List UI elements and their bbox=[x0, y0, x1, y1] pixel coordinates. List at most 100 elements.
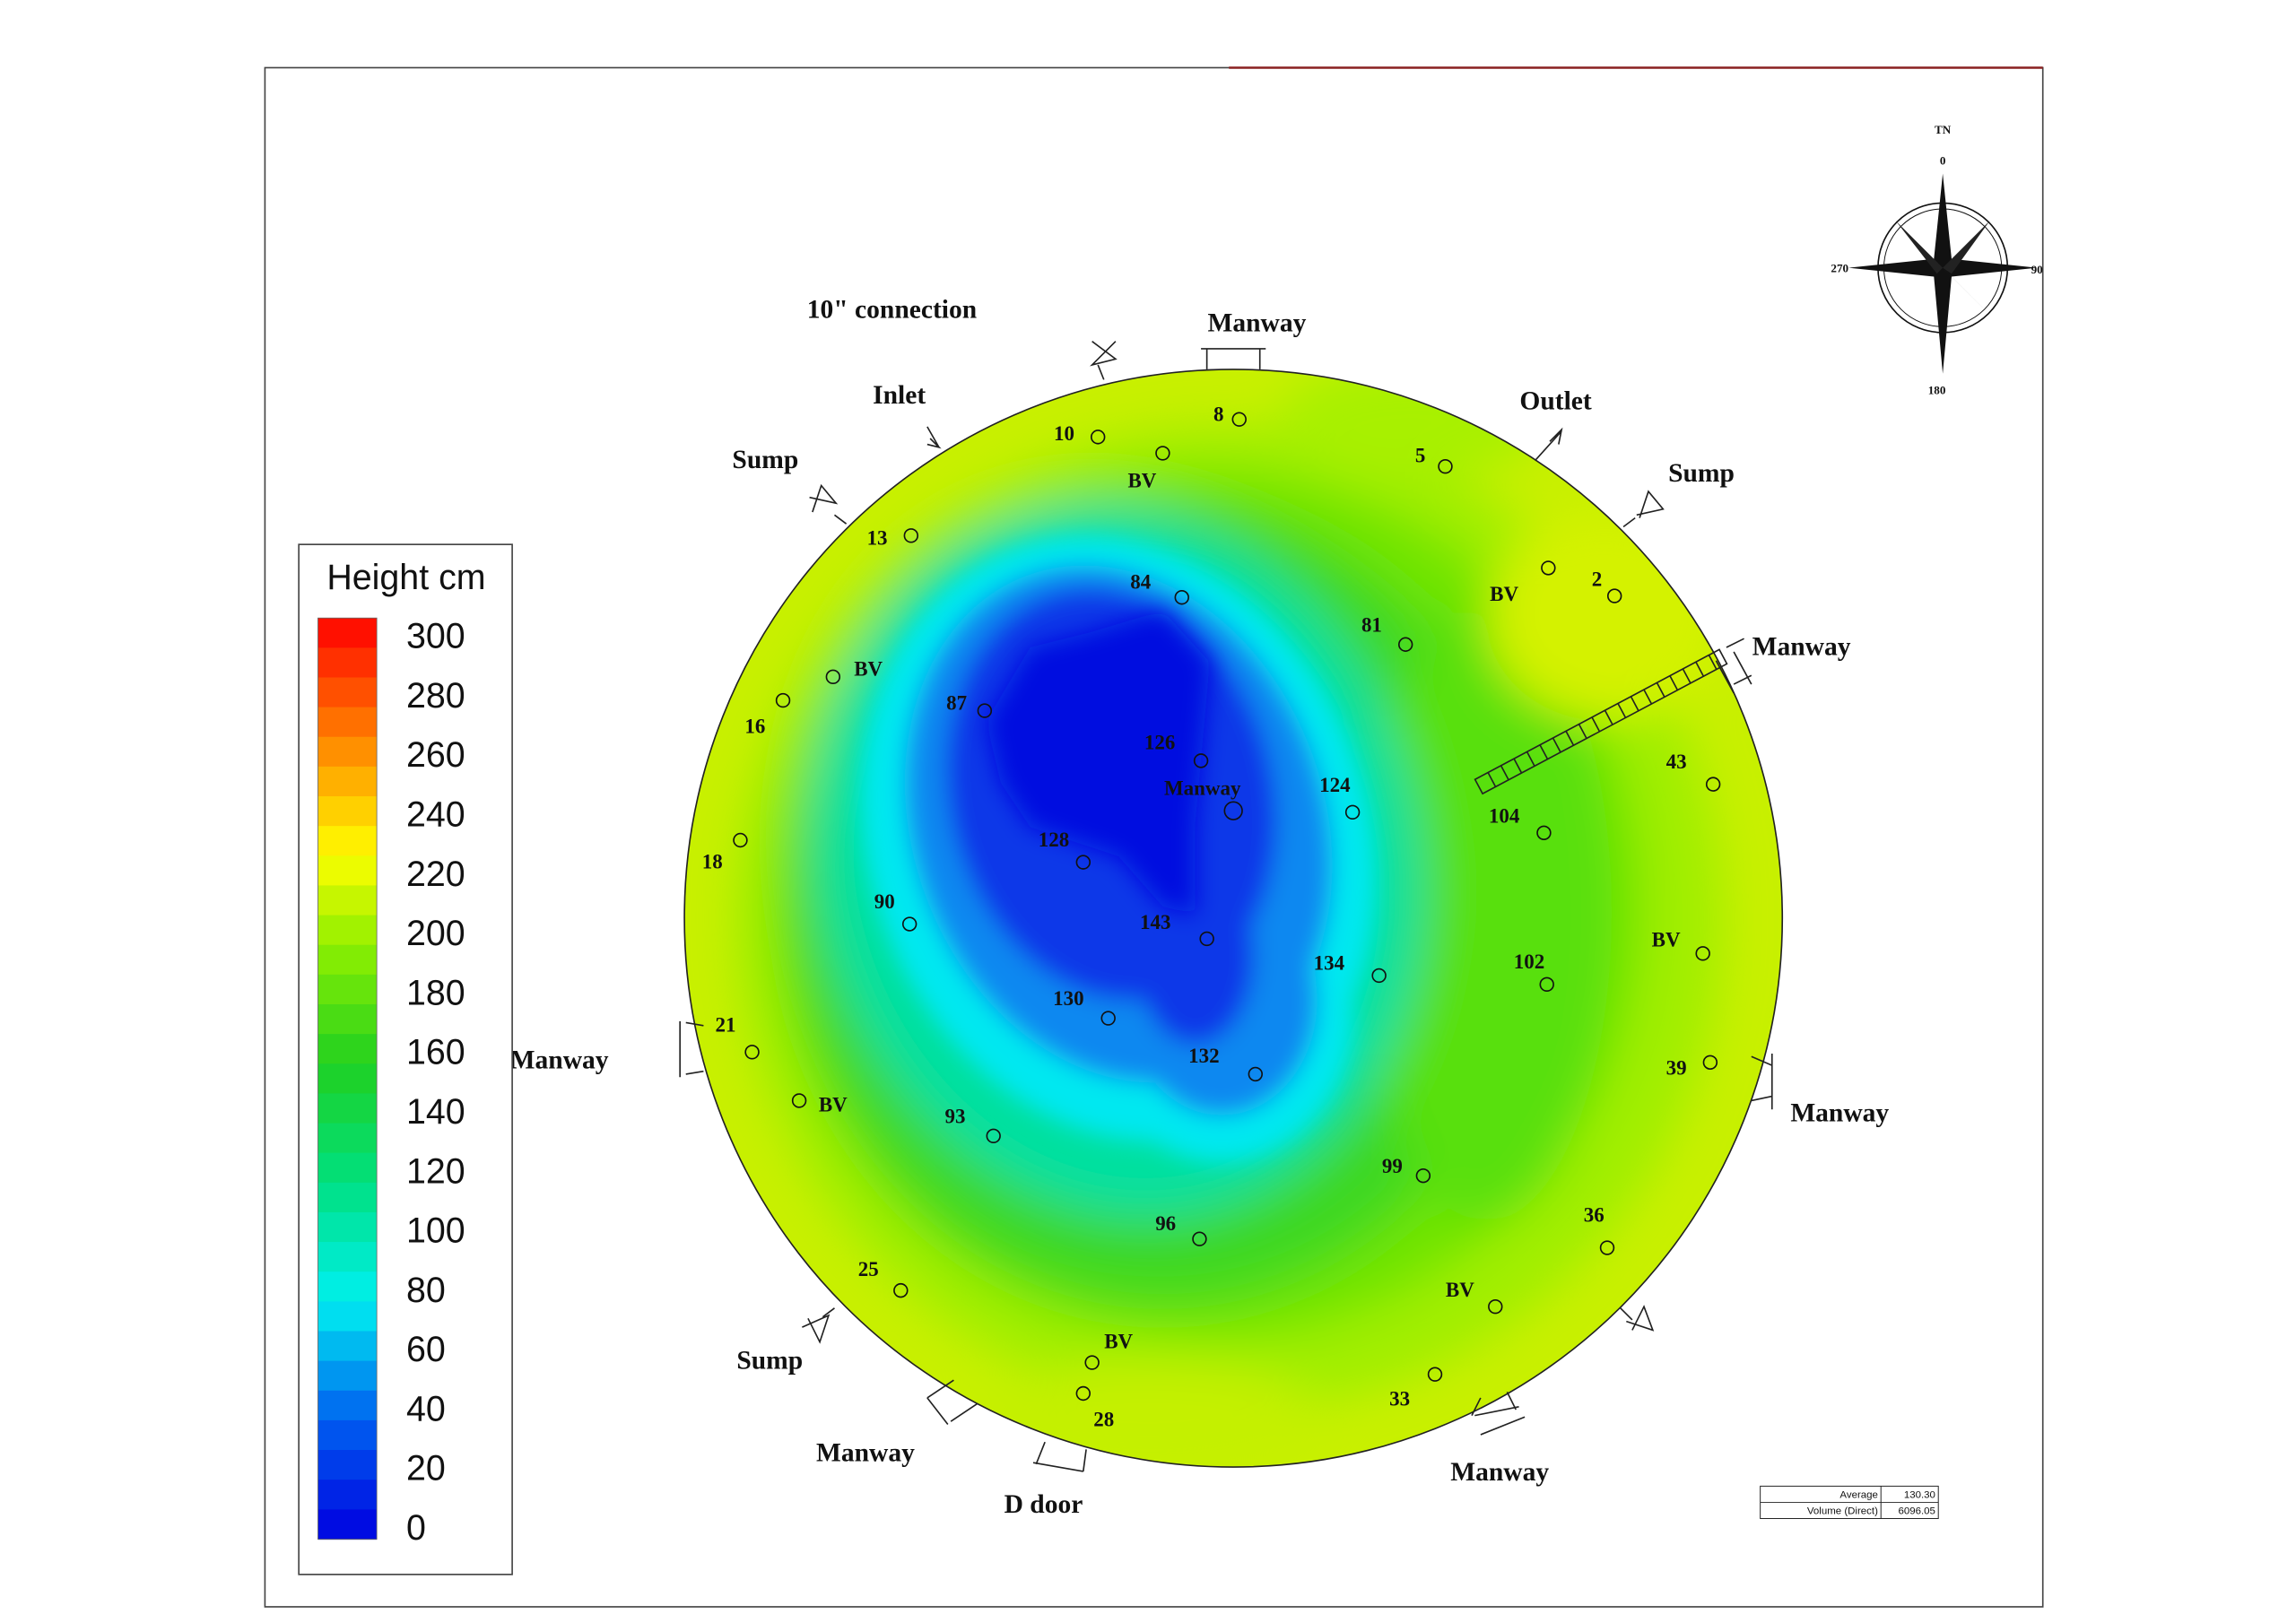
manway-symbol bbox=[679, 1020, 704, 1078]
table-cell: 130.30 bbox=[1904, 1489, 1935, 1500]
point-label: 8 bbox=[1213, 404, 1223, 426]
point-label: 124 bbox=[1319, 774, 1351, 796]
legend-title: Height cm bbox=[326, 558, 485, 597]
point-label: 13 bbox=[867, 527, 888, 550]
legend-tick-label: 60 bbox=[406, 1330, 446, 1369]
point-label: BV bbox=[854, 658, 883, 681]
compass-label: 90 bbox=[2031, 263, 2044, 276]
stair bbox=[1474, 648, 1728, 795]
compass-label: 0 bbox=[1940, 154, 1946, 168]
color-band bbox=[317, 1034, 378, 1064]
point-label: 130 bbox=[1053, 987, 1083, 1010]
point-label: 2 bbox=[1592, 568, 1602, 590]
point-label: 10 bbox=[1054, 422, 1074, 445]
legend: Height cm 300280260240220200180160140120… bbox=[298, 543, 513, 1575]
color-band bbox=[317, 1419, 378, 1451]
annotation: Manway bbox=[510, 1046, 609, 1075]
point-marker bbox=[1084, 1355, 1100, 1370]
legend-tick-label: 260 bbox=[406, 735, 465, 775]
color-band bbox=[317, 1182, 378, 1213]
point-label: BV bbox=[1490, 583, 1518, 605]
point-marker bbox=[986, 1128, 1001, 1144]
point-marker bbox=[1539, 976, 1554, 993]
legend-tick-label: 220 bbox=[406, 855, 465, 894]
color-band bbox=[317, 915, 378, 946]
legend-tick-label: 80 bbox=[406, 1271, 446, 1310]
annotation: Manway bbox=[1752, 632, 1851, 661]
annotation: Manway bbox=[816, 1439, 915, 1468]
color-band bbox=[317, 885, 378, 916]
point-label: BV bbox=[1127, 470, 1156, 492]
point-marker bbox=[1427, 1367, 1443, 1382]
point-marker bbox=[775, 692, 791, 708]
color-band bbox=[317, 796, 378, 827]
compass-star bbox=[1895, 221, 1990, 316]
point-marker bbox=[1415, 1167, 1431, 1184]
manway-symbol bbox=[1751, 1053, 1773, 1110]
compass: TN 0 90 180 270 bbox=[1831, 123, 2043, 396]
point-marker bbox=[1606, 588, 1622, 603]
color-band bbox=[317, 1271, 378, 1303]
legend-tick-label: 180 bbox=[406, 973, 465, 1012]
point-label: BV bbox=[1104, 1330, 1133, 1352]
valve-symbol bbox=[1089, 341, 1118, 380]
annotation: Inlet bbox=[873, 381, 926, 410]
valve-symbol bbox=[802, 1307, 835, 1344]
color-band bbox=[317, 1480, 378, 1510]
legend-tick-label: 20 bbox=[406, 1449, 446, 1488]
annotation: Manway bbox=[1790, 1099, 1889, 1128]
color-band bbox=[317, 618, 378, 649]
point-label: 39 bbox=[1666, 1056, 1687, 1079]
point-marker bbox=[893, 1282, 909, 1298]
annotations: 10" connection Manway Inlet Outlet Sump Sump M… bbox=[510, 296, 1890, 1519]
color-band bbox=[317, 736, 378, 768]
color-band bbox=[317, 1242, 378, 1272]
point-marker bbox=[744, 1045, 760, 1060]
point-label: BV bbox=[1446, 1279, 1474, 1301]
point-label: BV bbox=[1652, 928, 1681, 950]
outlet-arrow bbox=[1534, 427, 1563, 462]
point-marker bbox=[733, 832, 748, 848]
point-marker bbox=[1174, 590, 1189, 605]
color-band bbox=[317, 1331, 378, 1362]
contour-field bbox=[684, 369, 1783, 1468]
color-band bbox=[317, 1063, 378, 1095]
point-marker bbox=[1344, 804, 1361, 820]
manway-symbol bbox=[1471, 1391, 1526, 1436]
color-band bbox=[317, 1003, 378, 1035]
point-label: 99 bbox=[1382, 1155, 1403, 1177]
annotation: Sump bbox=[732, 446, 798, 474]
color-band bbox=[317, 677, 378, 708]
point-label: 33 bbox=[1389, 1387, 1410, 1410]
table-cell: Volume (Direct) bbox=[1807, 1506, 1878, 1516]
color-band bbox=[317, 1390, 378, 1421]
valve-symbol bbox=[1620, 1305, 1655, 1332]
color-band bbox=[317, 1211, 378, 1243]
valve-symbol bbox=[1622, 490, 1665, 528]
point-marker bbox=[1371, 968, 1387, 984]
point-marker bbox=[903, 528, 919, 543]
summary-table: Average 130.30 Volume (Direct) 6096.05 bbox=[1760, 1485, 1939, 1519]
compass-title: TN bbox=[1935, 123, 1952, 136]
point-marker bbox=[1541, 560, 1556, 576]
manway-symbol bbox=[1201, 348, 1266, 369]
color-band bbox=[317, 826, 378, 856]
compass-label: 180 bbox=[1928, 384, 1946, 397]
legend-tick-label: 160 bbox=[406, 1033, 465, 1072]
point-label: 134 bbox=[1314, 952, 1345, 975]
color-bar-border bbox=[317, 617, 378, 1540]
point-marker bbox=[791, 1093, 807, 1108]
legend-tick-label: 200 bbox=[406, 914, 465, 953]
legend-tick-label: 300 bbox=[406, 617, 465, 656]
point-label: 36 bbox=[1584, 1203, 1605, 1226]
point-label: 21 bbox=[716, 1014, 736, 1037]
point-marker bbox=[1223, 801, 1243, 820]
point-marker bbox=[1702, 1055, 1718, 1070]
survey-points: 8 10 BV 5 13 84 BV 2 81 BV 87 16 126 Manway 124 104 43 18… bbox=[702, 404, 1721, 1430]
manway-symbol bbox=[926, 1379, 978, 1425]
point-label: 96 bbox=[1155, 1212, 1176, 1235]
point-label: 87 bbox=[946, 691, 967, 714]
table-cell: 6096.05 bbox=[1898, 1506, 1935, 1516]
